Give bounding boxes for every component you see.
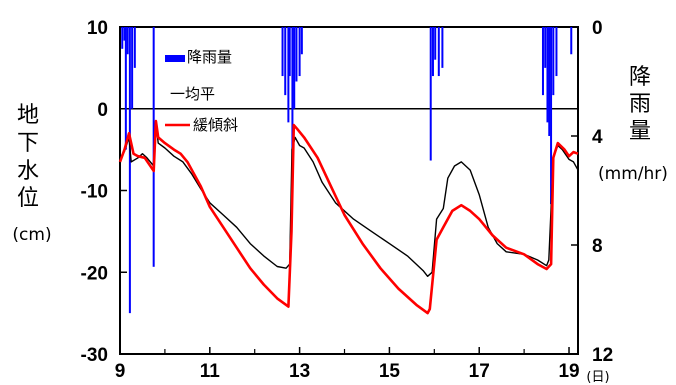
y2-axis-label-char: 雨 — [629, 92, 651, 117]
rainfall-bar — [298, 27, 301, 77]
series-lines-layer — [118, 119, 579, 315]
rainfall-bar — [133, 27, 136, 68]
x-tick-label: 11 — [200, 361, 221, 382]
y2-axis-label-char: 量 — [629, 119, 651, 144]
x-tick-label: 9 — [115, 361, 126, 382]
rainfall-bar — [546, 27, 549, 123]
rainfall-bar — [131, 27, 134, 109]
rainfall-bar — [544, 27, 547, 68]
series-line-kankeisha — [118, 119, 579, 315]
y-tick-label: -20 — [81, 263, 108, 284]
rainfall-bar — [431, 27, 434, 77]
y2-tick-label: 0 — [592, 18, 603, 39]
x-tick-label: 15 — [379, 361, 401, 382]
x-tick-label: 19 — [558, 361, 579, 382]
rainfall-bar — [288, 27, 291, 77]
rainfall-bar — [441, 27, 444, 68]
y-tick-label: 10 — [87, 18, 108, 39]
plot-frame — [119, 26, 579, 355]
y-axis-label-char: 下 — [17, 131, 39, 156]
y2-tick-label: 8 — [592, 236, 603, 257]
legend-label-rainfall: 降雨量 — [187, 48, 232, 66]
rainfall-bar — [284, 27, 287, 96]
rainfall-bar — [548, 27, 551, 136]
legend-label-kankeisha: 緩傾斜 — [193, 116, 238, 134]
x-axis-unit: (日) — [586, 370, 609, 385]
rainfall-bar — [124, 27, 127, 150]
rainfall-bar — [570, 27, 573, 55]
y-tick-label: -30 — [81, 345, 108, 366]
rainfall-bar — [281, 27, 284, 77]
y-axis-label-char: 地 — [17, 103, 39, 128]
rainfall-bar — [429, 27, 432, 161]
y-tick-label: 0 — [97, 100, 108, 121]
rainfall-bar — [295, 27, 298, 82]
legend-label-kinpei: 一均平 — [170, 85, 215, 103]
y2-axis-label-char: 降 — [629, 65, 651, 90]
y2-tick-label: 12 — [592, 345, 613, 366]
rainfall-bar — [291, 27, 294, 164]
rainfall-bar — [293, 27, 296, 109]
rainfall-bar — [121, 27, 124, 49]
rainfall-bar — [541, 27, 544, 96]
rainfall-bar — [555, 27, 558, 77]
y2-tick-label: 4 — [592, 127, 603, 148]
rainfall-bar — [300, 27, 303, 55]
y2-axis-unit: (mm/hr) — [598, 164, 668, 184]
legend-swatch-rainfall — [165, 55, 185, 62]
y-axis-unit: (cm) — [12, 225, 51, 245]
rainfall-bar — [287, 27, 290, 123]
rainfall-bar — [128, 27, 131, 314]
y-axis-label-char: 水 — [17, 159, 39, 184]
rainfall-bar — [123, 27, 126, 41]
rainfall-bar — [437, 27, 440, 77]
x-tick-label: 17 — [469, 361, 490, 382]
x-tick-label: 13 — [289, 361, 310, 382]
series-line-kinpei — [119, 121, 579, 277]
rainfall-bar — [552, 27, 555, 96]
rainfall-bar — [434, 27, 437, 60]
axes-layer — [119, 26, 579, 355]
rainfall-bar — [550, 27, 553, 205]
y-axis-label-char: 位 — [17, 186, 39, 211]
y-tick-label: -10 — [81, 182, 108, 203]
rainfall-bar — [126, 27, 129, 55]
